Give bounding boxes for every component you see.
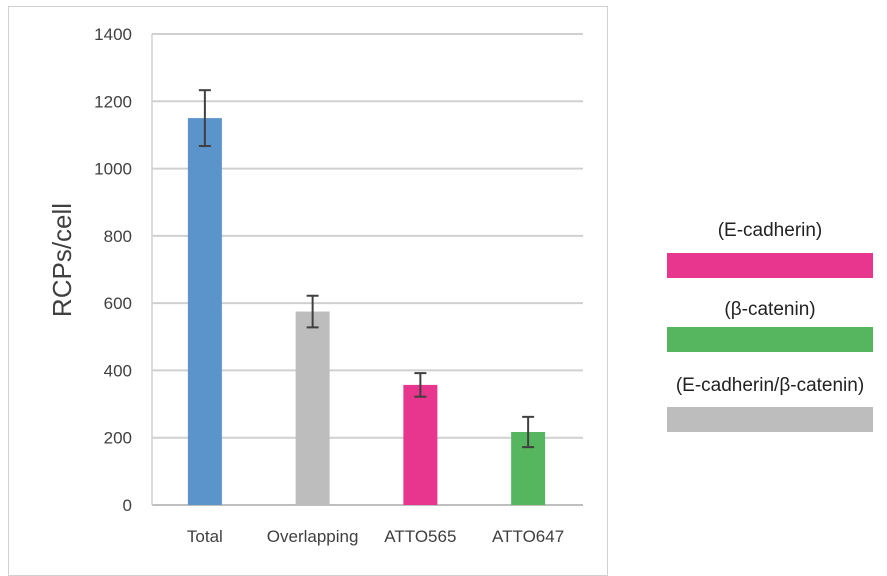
- category-label: Overlapping: [267, 527, 359, 546]
- category-label: ATTO647: [492, 527, 564, 546]
- error-bars: [198, 89, 535, 449]
- bar-atto565: [403, 384, 438, 505]
- y-tick-label: 800: [104, 227, 132, 246]
- y-tick-labels: 0 200 400 600 800 1000 1200 1400: [94, 25, 132, 515]
- bars: [187, 118, 546, 505]
- legend-swatch: [667, 253, 873, 278]
- legend-swatch: [667, 407, 873, 432]
- legend-label: (E-cadherin/β-catenin): [675, 375, 865, 396]
- bar-chart: 0 200 400 600 800 1000 1200 1400 Total Overlappi…: [47, 25, 583, 546]
- legend-label: (β-catenin): [724, 299, 816, 320]
- category-label: ATTO565: [384, 527, 456, 546]
- y-tick-label: 200: [104, 429, 132, 448]
- y-tick-label: 600: [104, 294, 132, 313]
- y-tick-label: 1400: [94, 25, 132, 44]
- bar-total: [187, 118, 222, 505]
- y-tick-label: 1200: [94, 92, 132, 111]
- y-axis-title: RCPs/cell: [47, 203, 77, 317]
- bar-overlapping: [295, 311, 330, 505]
- category-label: Total: [187, 527, 223, 546]
- legend-swatch: [667, 327, 873, 352]
- legend-label: (E-cadherin): [717, 220, 823, 241]
- y-tick-label: 1000: [94, 160, 132, 179]
- category-labels: Total Overlapping ATTO565 ATTO647: [187, 527, 564, 546]
- y-tick-label: 400: [104, 361, 132, 380]
- y-tick-label: 0: [123, 496, 132, 515]
